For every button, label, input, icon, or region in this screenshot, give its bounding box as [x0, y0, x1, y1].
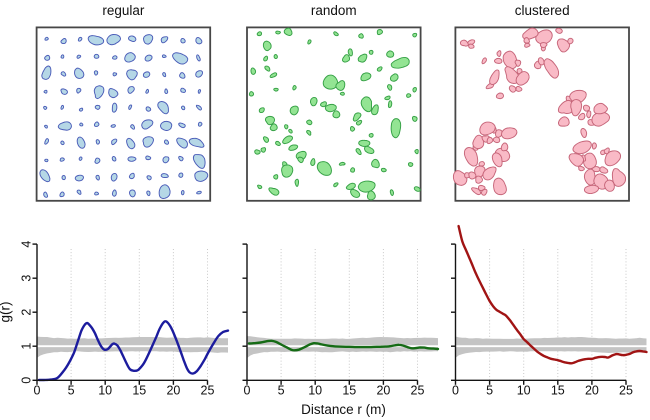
svg-text:15: 15 — [132, 384, 146, 398]
svg-text:25: 25 — [201, 384, 215, 398]
svg-text:10: 10 — [98, 384, 112, 398]
svg-text:clustered: clustered — [515, 3, 570, 18]
svg-text:0: 0 — [452, 384, 459, 398]
svg-text:10: 10 — [308, 384, 322, 398]
svg-text:g(r): g(r) — [0, 302, 13, 323]
svg-text:1: 1 — [20, 343, 34, 350]
svg-text:20: 20 — [376, 384, 390, 398]
svg-text:Distance r (m): Distance r (m) — [301, 402, 386, 417]
svg-text:15: 15 — [342, 384, 356, 398]
svg-text:5: 5 — [278, 384, 285, 398]
svg-text:25: 25 — [619, 384, 633, 398]
svg-text:2: 2 — [20, 309, 34, 316]
svg-text:20: 20 — [166, 384, 180, 398]
svg-text:5: 5 — [486, 384, 493, 398]
svg-text:0: 0 — [20, 377, 34, 384]
svg-text:15: 15 — [551, 384, 565, 398]
svg-text:25: 25 — [411, 384, 425, 398]
svg-text:0: 0 — [34, 384, 41, 398]
svg-text:10: 10 — [517, 384, 531, 398]
svg-text:20: 20 — [585, 384, 599, 398]
svg-text:random: random — [311, 3, 357, 18]
svg-text:regular: regular — [102, 3, 145, 18]
svg-text:3: 3 — [20, 275, 34, 282]
svg-text:4: 4 — [20, 241, 34, 248]
svg-text:5: 5 — [68, 384, 75, 398]
svg-text:0: 0 — [244, 384, 251, 398]
